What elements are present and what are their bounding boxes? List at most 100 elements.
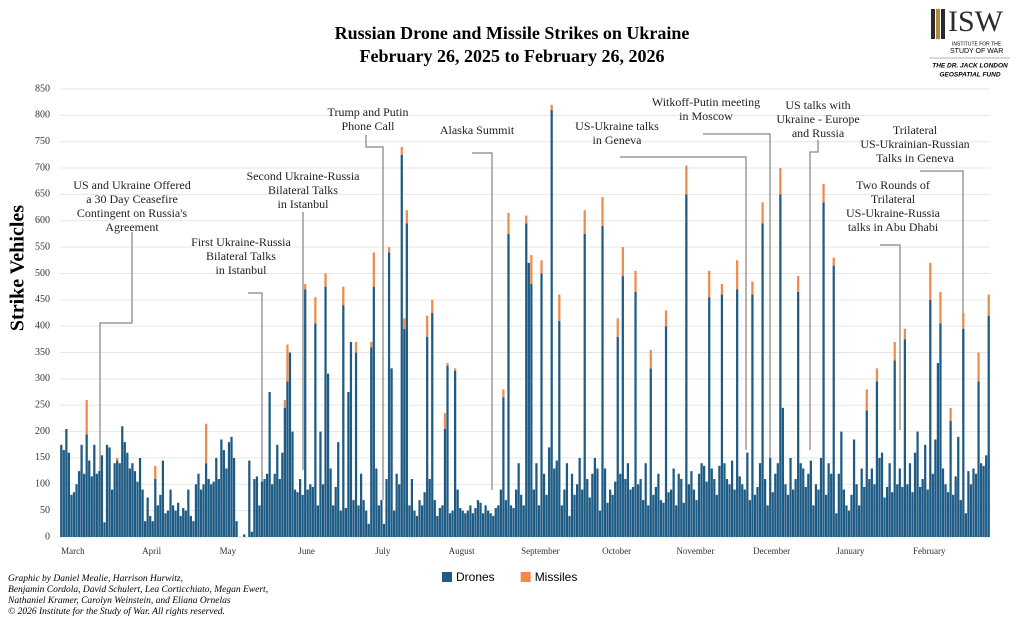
bar-segment	[662, 502, 665, 537]
bar-segment	[954, 476, 957, 537]
bar-segment	[652, 494, 655, 537]
x-tick-label: July	[375, 546, 391, 556]
bar-segment	[974, 473, 978, 537]
bar-segment	[832, 265, 835, 537]
bar-segment	[65, 428, 68, 537]
bar-segment	[85, 434, 88, 537]
bar-segment	[372, 252, 375, 287]
chart-subtitle: February 26, 2025 to February 26, 2026	[360, 46, 665, 66]
bar-segment	[281, 452, 284, 537]
bar-segment	[377, 505, 381, 537]
logo-stripe	[941, 9, 945, 39]
bar-segment	[489, 513, 492, 537]
bar-segment	[283, 399, 286, 408]
bar-segment	[929, 299, 932, 537]
bar-segment	[880, 452, 884, 537]
bar-segment	[177, 502, 180, 537]
bar-segment	[329, 468, 332, 537]
bar-segment	[642, 500, 645, 537]
bar-segment	[858, 505, 861, 537]
x-tick-label: December	[753, 546, 790, 556]
bar-segment	[319, 431, 322, 537]
bar-segment	[921, 479, 924, 537]
bar-segment	[90, 476, 93, 537]
legend-label: Missiles	[535, 570, 578, 584]
bar-segment	[263, 479, 266, 537]
bar-segment	[352, 500, 355, 537]
bar-segment	[822, 183, 825, 203]
bar-segment	[405, 223, 408, 537]
bar-segment	[293, 489, 297, 537]
bar-segment	[423, 492, 426, 537]
bar-segment	[929, 262, 932, 300]
bar-segment	[906, 484, 909, 537]
bar-segment	[100, 455, 104, 537]
bar-segment	[987, 294, 990, 316]
bar-segment	[855, 484, 858, 537]
bar-segment	[609, 489, 612, 537]
bar-segment	[715, 494, 718, 537]
annotation-leader	[880, 244, 901, 430]
bar-segment	[797, 291, 800, 537]
bar-segment	[324, 273, 327, 287]
logo: ISW INSTITUTE FOR THE STUDY OF WAR THE D…	[930, 5, 1010, 79]
bar-segment	[484, 505, 487, 537]
bar-segment	[250, 531, 253, 537]
bar-segment	[817, 489, 820, 537]
bar-segment	[415, 515, 419, 537]
bar-segment	[164, 513, 167, 537]
bar-segment	[830, 473, 833, 537]
bar-segment	[779, 194, 782, 538]
bar-segment	[786, 494, 790, 537]
y-tick-label: 450	[35, 294, 50, 305]
bar-segment	[476, 500, 480, 537]
bar-segment	[187, 489, 190, 537]
bar-segment	[296, 492, 299, 537]
annotation-leader	[365, 135, 384, 500]
bar-segment	[334, 486, 337, 537]
bar-segment	[446, 365, 449, 537]
bar-segment	[621, 276, 624, 537]
bar-segment	[306, 489, 309, 537]
bar-segment	[568, 515, 571, 537]
bar-segment	[761, 223, 764, 537]
bar-segment	[255, 476, 259, 537]
bar-segment	[797, 276, 800, 292]
bar-segment	[690, 471, 693, 537]
bar-segment	[418, 500, 421, 537]
bar-segment	[728, 484, 731, 537]
bar-segment	[431, 313, 434, 537]
bar-segment	[555, 460, 558, 537]
bar-segment	[758, 463, 762, 537]
bar-segment	[354, 352, 358, 537]
bar-segment	[558, 294, 561, 321]
annotation-text: Agreement	[105, 220, 159, 234]
bar-segment	[865, 410, 868, 537]
bar-segment	[403, 318, 406, 329]
bar-segment	[794, 479, 797, 537]
bar-segment	[710, 468, 713, 537]
bar-segment	[131, 463, 134, 537]
bar-segment	[987, 315, 990, 537]
bar-segment	[309, 484, 312, 537]
bar-segment	[276, 444, 279, 537]
bar-segment	[517, 463, 520, 537]
credit-line: Nathaniel Kramer, Carolyn Weinstein, and…	[7, 596, 231, 606]
annotation-leader	[620, 156, 747, 450]
bar-segment	[222, 450, 226, 537]
annotation-text: and Russia	[792, 126, 845, 140]
x-tick-label: March	[61, 546, 85, 556]
bar-segment	[664, 326, 668, 537]
logo-text: STUDY OF WAR	[950, 48, 1003, 55]
bar-segment	[522, 505, 525, 537]
bar-segment	[606, 502, 609, 537]
bar-segment	[499, 489, 502, 537]
bar-segment	[95, 473, 98, 537]
annotation-text: Talks in Geneva	[876, 151, 954, 165]
y-tick-label: 550	[35, 241, 50, 252]
bar-segment	[835, 513, 838, 537]
bar-segment	[837, 473, 840, 537]
bar-segment	[720, 284, 724, 295]
bar-segment	[520, 494, 523, 537]
bar-segment	[301, 494, 304, 537]
